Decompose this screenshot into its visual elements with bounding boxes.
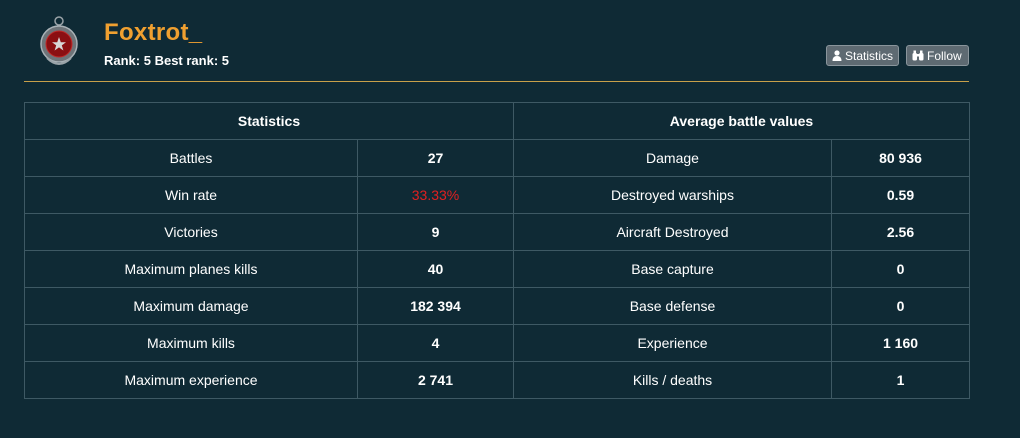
statistics-button-label: Statistics	[844, 48, 893, 63]
avg-value: 0	[830, 287, 971, 325]
avg-label: Experience	[513, 324, 832, 362]
avg-value: 0	[830, 250, 971, 288]
player-name: Foxtrot_	[104, 19, 203, 46]
stat-label: Win rate	[24, 176, 358, 214]
table-row: Maximum kills 4 Experience 1 160	[24, 324, 971, 362]
binoculars-icon	[912, 50, 924, 61]
statistics-button[interactable]: Statistics	[826, 45, 899, 66]
rank-emblem-icon	[40, 16, 78, 65]
avg-label: Kills / deaths	[513, 361, 832, 399]
stat-label: Maximum planes kills	[24, 250, 358, 288]
player-header: Foxtrot_ Rank: 5 Best rank: 5 Statistics…	[24, 0, 969, 82]
table-row: Maximum experience 2 741 Kills / deaths …	[24, 361, 971, 399]
stat-value: 40	[357, 250, 514, 288]
stat-value: 2 741	[357, 361, 514, 399]
user-icon	[832, 50, 842, 61]
stat-label: Maximum damage	[24, 287, 358, 325]
stat-value: 9	[357, 213, 514, 251]
follow-button[interactable]: Follow	[906, 45, 969, 66]
avg-label: Base defense	[513, 287, 832, 325]
stat-value: 182 394	[357, 287, 514, 325]
table-row: Victories 9 Aircraft Destroyed 2.56	[24, 213, 971, 251]
stat-label: Maximum experience	[24, 361, 358, 399]
avg-label: Destroyed warships	[513, 176, 832, 214]
avg-value: 0.59	[830, 176, 971, 214]
follow-button-label: Follow	[927, 48, 962, 63]
table-header-row: Statistics Average battle values	[24, 102, 971, 140]
avg-value: 1 160	[830, 324, 971, 362]
stat-value: 4	[357, 324, 514, 362]
stat-label: Battles	[24, 139, 358, 177]
player-rank: Rank: 5 Best rank: 5	[104, 53, 229, 68]
statistics-table: Statistics Average battle values Battles…	[24, 102, 971, 399]
avg-value: 1	[830, 361, 971, 399]
avg-label: Aircraft Destroyed	[513, 213, 832, 251]
stat-value: 27	[357, 139, 514, 177]
statistics-header: Statistics	[24, 102, 514, 140]
avg-label: Base capture	[513, 250, 832, 288]
win-rate-value: 33.33%	[357, 176, 514, 214]
table-row: Maximum planes kills 40 Base capture 0	[24, 250, 971, 288]
table-row: Battles 27 Damage 80 936	[24, 139, 971, 177]
table-row: Win rate 33.33% Destroyed warships 0.59	[24, 176, 971, 214]
table-row: Maximum damage 182 394 Base defense 0	[24, 287, 971, 325]
stat-label: Victories	[24, 213, 358, 251]
stat-label: Maximum kills	[24, 324, 358, 362]
avg-label: Damage	[513, 139, 832, 177]
average-battle-values-header: Average battle values	[512, 102, 971, 140]
avg-value: 2.56	[830, 213, 971, 251]
avg-value: 80 936	[830, 139, 971, 177]
